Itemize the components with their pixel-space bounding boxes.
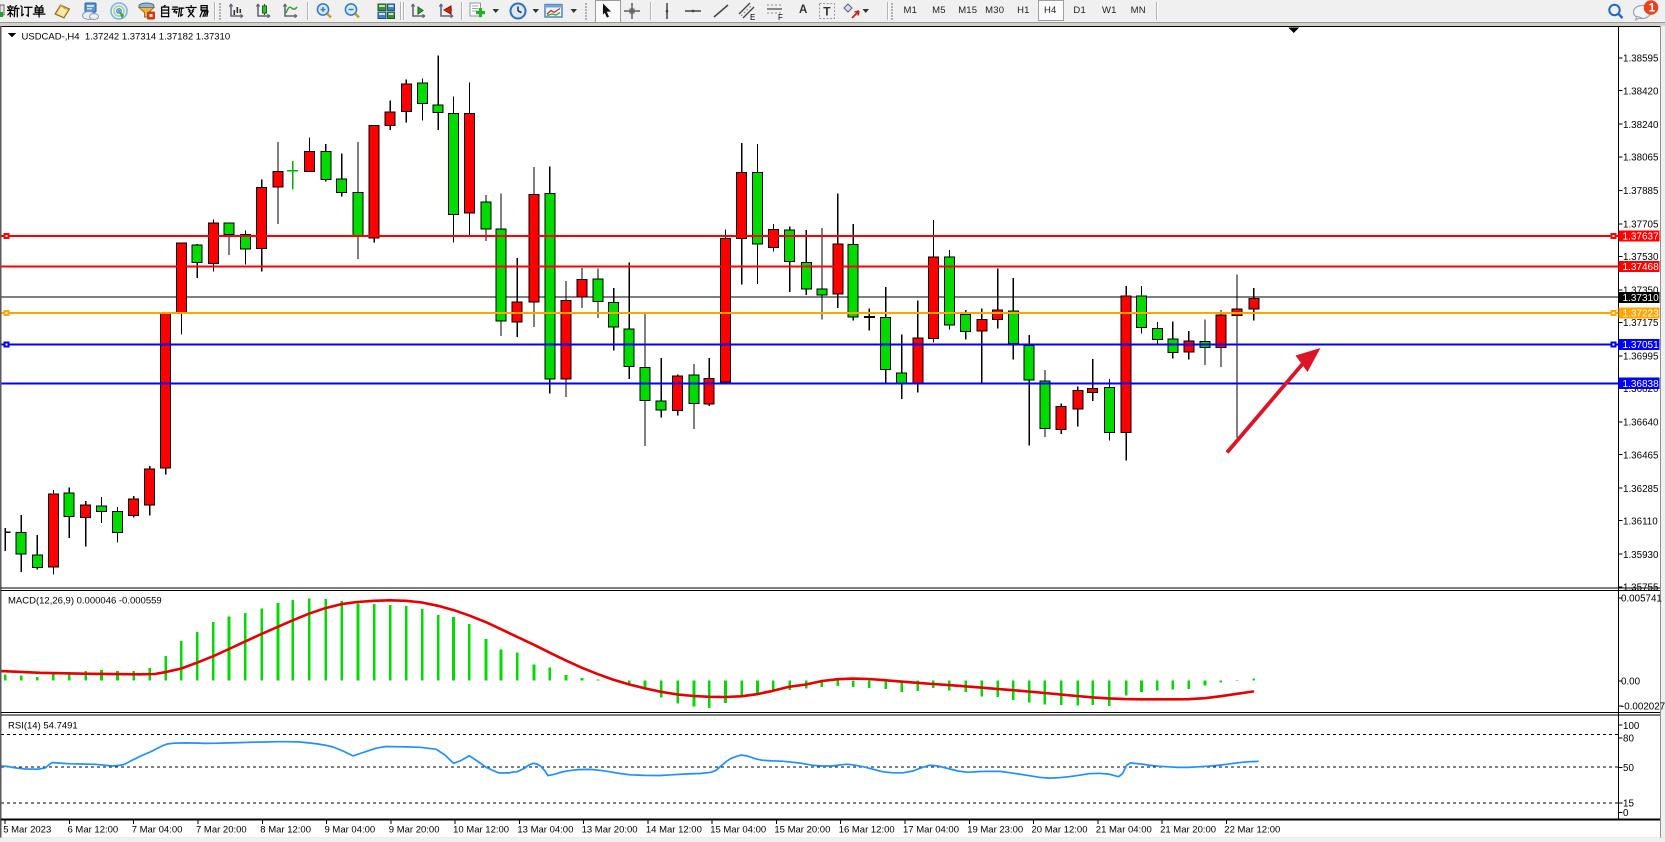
svg-text:1.37530: 1.37530 — [1623, 252, 1659, 263]
svg-text:1.38065: 1.38065 — [1623, 152, 1659, 163]
svg-text:6 Mar 12:00: 6 Mar 12:00 — [68, 825, 119, 836]
svg-text:-0.002027: -0.002027 — [1621, 702, 1665, 713]
svg-text:80: 80 — [1623, 733, 1634, 744]
svg-text:15: 15 — [1623, 799, 1634, 810]
svg-text:1.37637: 1.37637 — [1623, 232, 1660, 243]
svg-text:1.37350: 1.37350 — [1623, 286, 1659, 297]
svg-text:1.36820: 1.36820 — [1623, 384, 1659, 395]
svg-text:20 Mar 12:00: 20 Mar 12:00 — [1032, 825, 1088, 836]
svg-text:15 Mar 04:00: 15 Mar 04:00 — [710, 825, 766, 836]
svg-text:1.36465: 1.36465 — [1623, 450, 1659, 461]
svg-text:1.35930: 1.35930 — [1623, 550, 1659, 561]
svg-text:E: E — [750, 13, 755, 21]
svg-text:9 Mar 20:00: 9 Mar 20:00 — [389, 825, 440, 836]
svg-text:1.36110: 1.36110 — [1623, 516, 1658, 527]
svg-text:7 Mar 04:00: 7 Mar 04:00 — [132, 825, 183, 836]
svg-text:100: 100 — [1623, 721, 1640, 732]
svg-text:1.37468: 1.37468 — [1623, 262, 1660, 273]
svg-text:13 Mar 04:00: 13 Mar 04:00 — [517, 825, 573, 836]
svg-text:1.37310: 1.37310 — [1623, 293, 1660, 304]
svg-text:50: 50 — [1623, 763, 1634, 774]
svg-text:13 Mar 20:00: 13 Mar 20:00 — [582, 825, 638, 836]
svg-text:21 Mar 20:00: 21 Mar 20:00 — [1160, 825, 1216, 836]
svg-text:0: 0 — [1623, 808, 1629, 819]
svg-text:1.37175: 1.37175 — [1623, 318, 1659, 329]
svg-text:1: 1 — [1649, 3, 1656, 15]
svg-text:15 Mar 20:00: 15 Mar 20:00 — [774, 825, 830, 836]
svg-text:1.38240: 1.38240 — [1623, 120, 1659, 131]
svg-text:10 Mar 12:00: 10 Mar 12:00 — [453, 825, 509, 836]
svg-text:16 Mar 12:00: 16 Mar 12:00 — [839, 825, 895, 836]
svg-text:1.37051: 1.37051 — [1623, 340, 1660, 351]
svg-text:0.005741: 0.005741 — [1621, 594, 1662, 605]
svg-text:9 Mar 04:00: 9 Mar 04:00 — [325, 825, 376, 836]
svg-text:5 Mar 2023: 5 Mar 2023 — [3, 825, 51, 836]
svg-text:T: T — [823, 5, 831, 19]
svg-text:19 Mar 23:00: 19 Mar 23:00 — [967, 825, 1023, 836]
svg-text:1.38420: 1.38420 — [1623, 86, 1659, 97]
svg-text:1.38595: 1.38595 — [1623, 54, 1659, 65]
svg-text:17 Mar 04:00: 17 Mar 04:00 — [903, 825, 959, 836]
svg-text:RSI(14) 54.7491: RSI(14) 54.7491 — [8, 721, 78, 732]
svg-text:USDCAD-,H4 1.37242 1.37314 1.: USDCAD-,H4 1.37242 1.37314 1.37182 1.373… — [22, 32, 231, 43]
svg-text:1.36995: 1.36995 — [1623, 352, 1659, 363]
svg-text:8 Mar 12:00: 8 Mar 12:00 — [260, 825, 311, 836]
svg-text:7 Mar 20:00: 7 Mar 20:00 — [196, 825, 247, 836]
svg-text:0.00: 0.00 — [1621, 677, 1641, 688]
svg-text:1.37885: 1.37885 — [1623, 186, 1659, 197]
svg-text:1.36640: 1.36640 — [1623, 418, 1659, 429]
svg-text:1.37705: 1.37705 — [1623, 219, 1659, 230]
svg-text:MACD(12,26,9) 0.000046 -0.0005: MACD(12,26,9) 0.000046 -0.000559 — [8, 596, 162, 607]
svg-text:14 Mar 12:00: 14 Mar 12:00 — [646, 825, 702, 836]
svg-text:1.37223: 1.37223 — [1623, 309, 1660, 320]
svg-text:22 Mar 12:00: 22 Mar 12:00 — [1224, 825, 1280, 836]
svg-text:1.35755: 1.35755 — [1623, 582, 1659, 593]
svg-text:F: F — [778, 13, 783, 21]
svg-text:1.36285: 1.36285 — [1623, 484, 1659, 495]
svg-text:1.36838: 1.36838 — [1623, 379, 1660, 390]
svg-text:21 Mar 04:00: 21 Mar 04:00 — [1096, 825, 1152, 836]
